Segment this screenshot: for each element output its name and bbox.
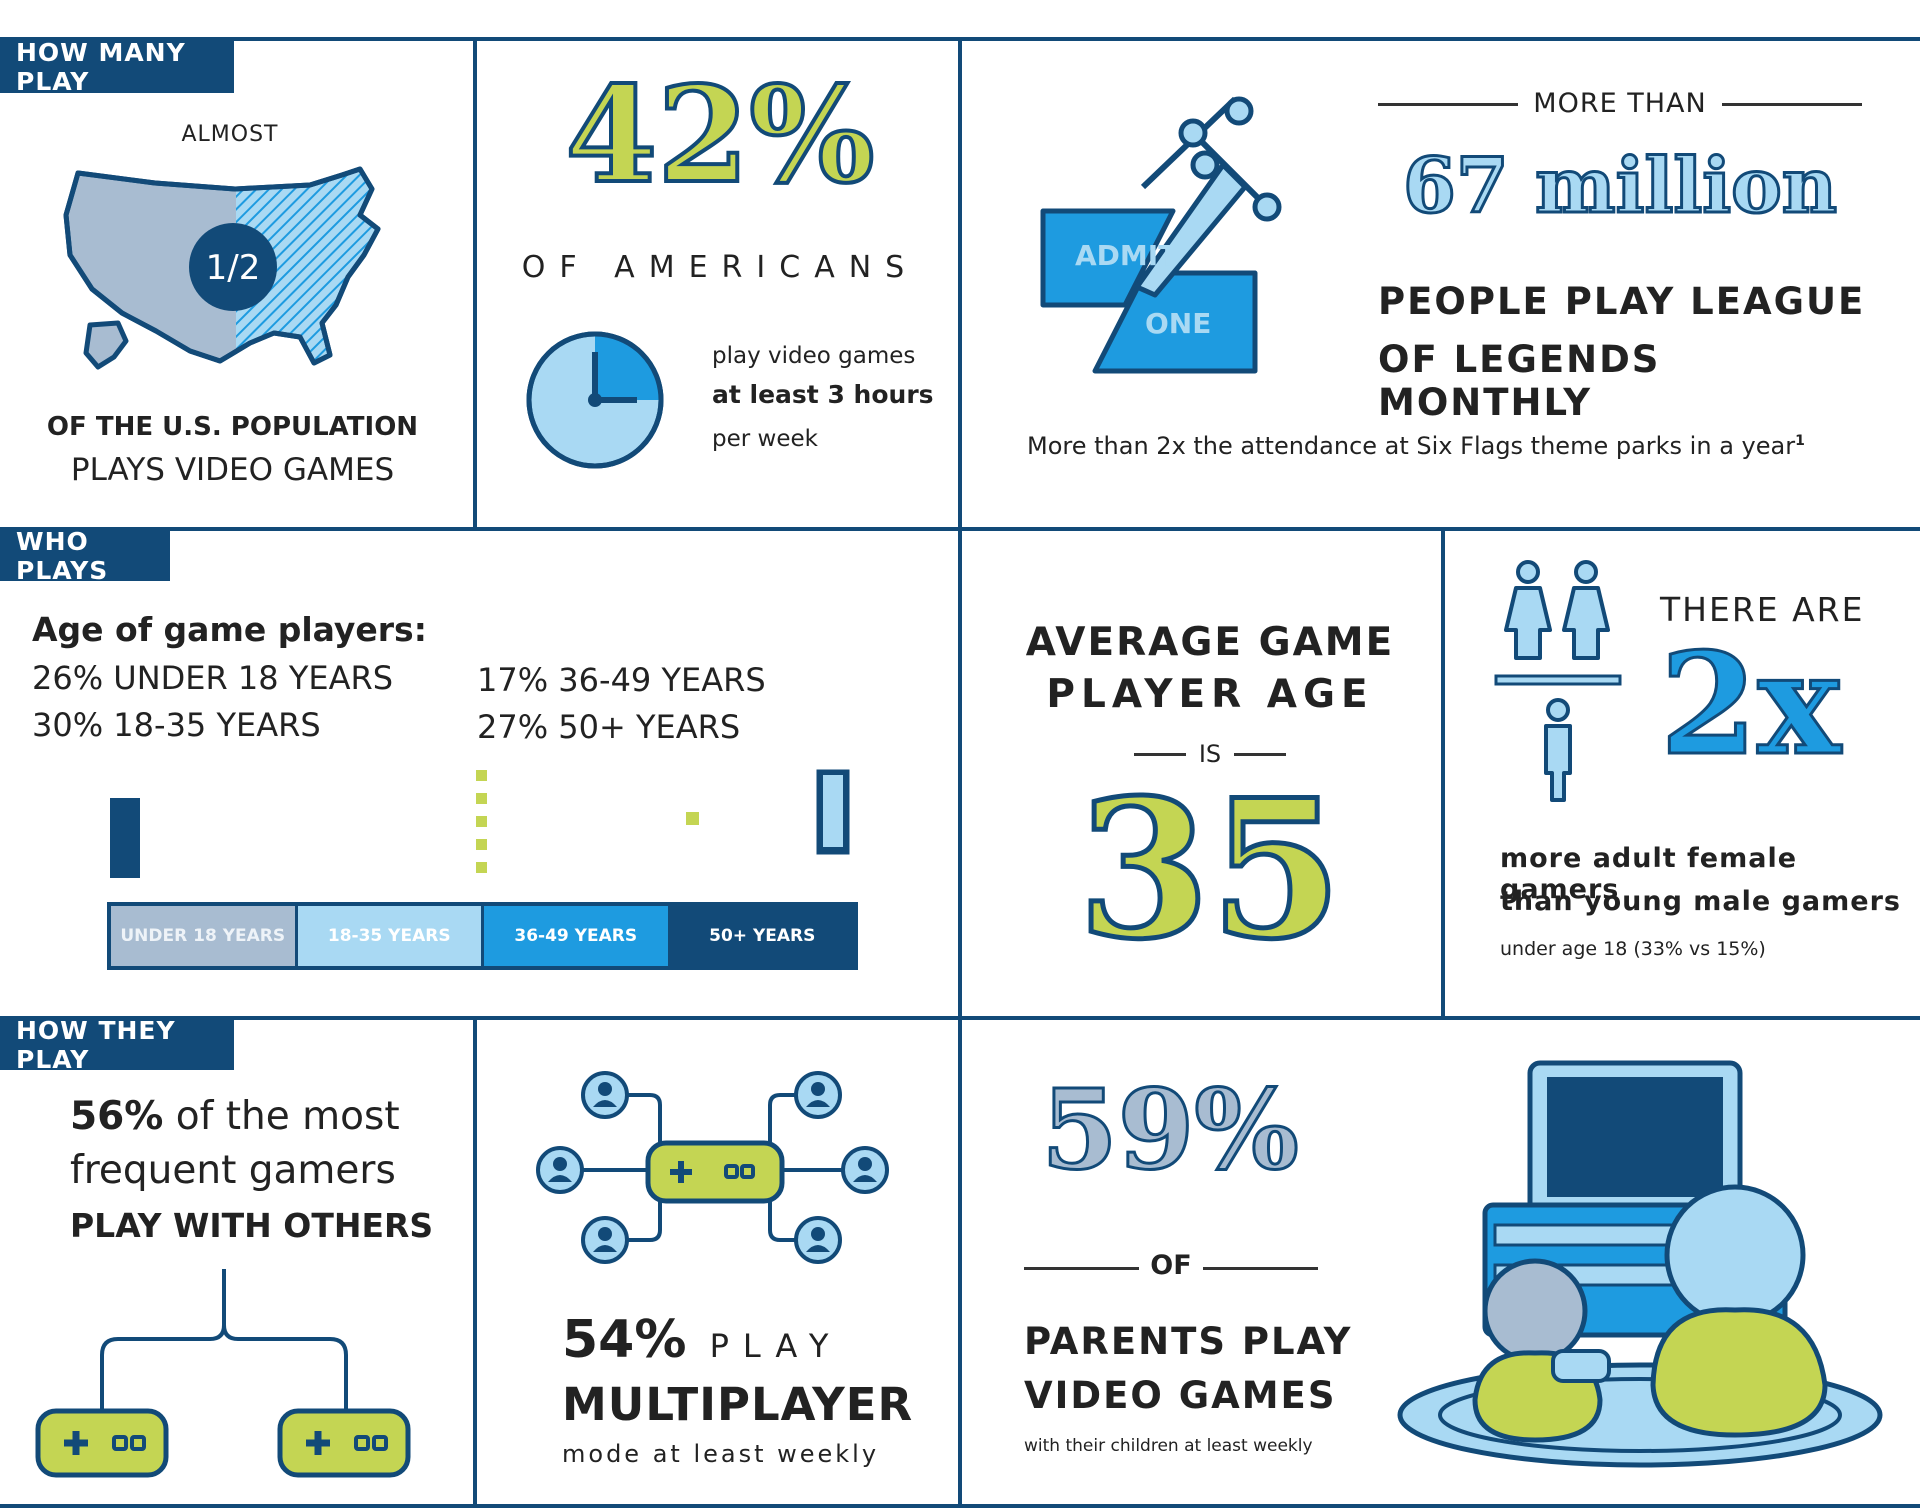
age-bar: UNDER 18 YEARS 18-35 YEARS 36-49 YEARS 5… [107,902,858,970]
of-rule-left [1024,1267,1139,1270]
female-value: 2x [1659,623,1843,787]
section-tag-how-many-play: HOW MANY PLAY [0,38,234,96]
of-rule-right [1203,1267,1318,1270]
row3-col-divider-1 [473,1016,477,1506]
controller-right-icon [277,1408,411,1478]
two-controllers-icon [35,1269,411,1478]
parents-percent: 59% [1040,1065,1301,1194]
league-footnote-text: More than 2x the attendance at Six Flags… [1027,432,1796,460]
is-label: IS [1198,740,1222,768]
others-line1-rest: of the most [163,1094,400,1139]
league-footnote: More than 2x the attendance at Six Flags… [1027,432,1805,460]
parents-line1: PARENTS PLAY [1024,1320,1353,1363]
age-bar-segment-under-18: UNDER 18 YEARS [111,906,298,966]
pong-game-icon [110,769,850,878]
others-line2: frequent gamers [70,1148,396,1193]
average-value: 35 [1075,758,1344,981]
gender-ratio-icon [1494,560,1622,802]
average-line2: PLAYER AGE [1046,672,1374,717]
is-rule-left [1134,753,1186,756]
others-pct: 56% [70,1094,164,1139]
clock-icon [526,331,664,469]
league-line2: OF LEGENDS MONTHLY [1378,338,1661,424]
multiplayer-line2: MULTIPLAYER [562,1378,914,1431]
age-bar-label-36-49: 36-49 YEARS [514,926,638,946]
multiplayer-network-icon [536,1071,889,1264]
age-bar-label-50-plus: 50+ YEARS [709,926,816,946]
female-line2: than young male gamers [1500,886,1901,917]
age-bar-label-under-18: UNDER 18 YEARS [120,926,286,946]
more-than-rule-left [1378,103,1518,106]
there-are-label: THERE ARE [1660,590,1865,629]
age-item-under-18: 26% UNDER 18 YEARS [32,659,394,697]
age-bar-label-18-35: 18-35 YEARS [327,926,451,946]
age-bar-segment-18-35: 18-35 YEARS [297,906,484,966]
league-footnote-mark: 1 [1795,433,1805,449]
center-controller-icon [645,1140,785,1204]
hours-line2: at least 3 hours [712,380,934,409]
more-than-label: MORE THAN [1533,88,1707,119]
female-line1: more adult female gamers [1500,843,1798,905]
row2-col-divider-2 [1441,527,1445,1020]
age-heading: Age of game players: [32,610,427,649]
section-tag-how-they-play: HOW THEY PLAY [0,1016,234,1074]
others-line3: PLAY WITH OTHERS [70,1206,434,1245]
row1-col-divider-2 [958,37,962,531]
row2-col-divider-1 [958,527,962,1020]
age-bar-segment-36-49: 36-49 YEARS [484,906,671,966]
ticket-admit-text: ADMIT [1075,239,1177,272]
multiplayer-line1: 54% PLAY [562,1310,842,1370]
parents-line3: with their children at least weekly [1024,1436,1313,1456]
americans-percent: 42% [563,58,876,213]
parents-of-label: OF [1150,1250,1192,1281]
parents-line2: VIDEO GAMES [1024,1374,1337,1417]
bottom-border [0,1504,1920,1508]
is-rule-right [1234,753,1286,756]
of-americans-label: OF AMERICANS [521,250,919,285]
population-line2: PLAYS VIDEO GAMES [70,452,395,488]
others-line1: 56% of the most [70,1094,400,1139]
row1-col-divider-1 [473,37,477,531]
paddle-right [818,770,848,852]
average-line1: AVERAGE GAME [1025,620,1395,665]
hours-line3: per week [712,426,818,452]
almost-label: ALMOST [181,122,279,147]
hours-line1: play video games [712,343,916,369]
female-note: under age 18 (33% vs 15%) [1500,938,1766,960]
age-item-18-35: 30% 18-35 YEARS [32,706,321,744]
ticket-one-text: ONE [1145,307,1211,340]
league-line1: PEOPLE PLAY LEAGUE [1378,280,1866,323]
population-line1: OF THE U.S. POPULATION [46,412,419,442]
section-tag-who-plays: WHO PLAYS [0,527,170,585]
row3-col-divider-2 [958,1016,962,1506]
age-item-36-49: 17% 36-49 YEARS [477,661,766,699]
parent-child-gaming-illustration [1397,1060,1883,1468]
ticket-sword-icon: ADMIT ONE [1040,96,1282,374]
fraction-text: 1/2 [206,248,261,288]
multiplayer-line3: mode at least weekly [562,1440,880,1468]
age-bar-segment-50-plus: 50+ YEARS [670,906,854,966]
multiplayer-play: PLAY [709,1327,843,1365]
league-number: 67 million [1401,141,1838,230]
usa-map-icon: 1/2 [63,166,381,370]
multiplayer-pct: 54% [562,1310,687,1370]
age-item-50-plus: 27% 50+ YEARS [477,708,741,746]
more-than-rule-right [1722,103,1862,106]
controller-left-icon [35,1408,169,1478]
